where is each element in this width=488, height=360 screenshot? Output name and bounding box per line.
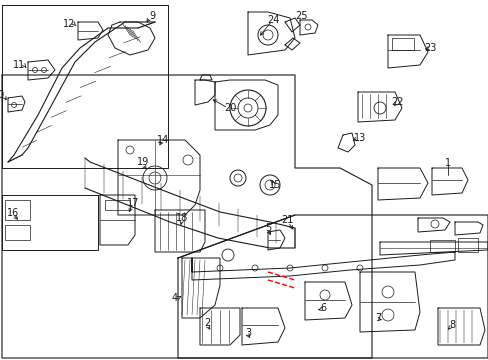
Text: 21: 21 — [280, 215, 293, 225]
Text: 20: 20 — [224, 103, 236, 113]
Text: 16: 16 — [7, 208, 19, 218]
Text: 3: 3 — [244, 328, 250, 338]
Text: 24: 24 — [266, 15, 279, 25]
Text: 1: 1 — [444, 158, 450, 168]
Text: 25: 25 — [295, 11, 307, 21]
Text: 14: 14 — [157, 135, 169, 145]
Text: 8: 8 — [448, 320, 454, 330]
Text: 19: 19 — [137, 157, 149, 167]
Text: 12: 12 — [62, 19, 75, 29]
Bar — [5, 200, 30, 220]
Bar — [391, 38, 413, 50]
Bar — [429, 240, 454, 252]
Bar — [105, 200, 130, 210]
Text: 9: 9 — [149, 11, 155, 21]
Text: 7: 7 — [374, 313, 380, 323]
Text: 17: 17 — [126, 198, 139, 208]
Text: 5: 5 — [264, 223, 270, 233]
Text: 22: 22 — [391, 97, 404, 107]
Bar — [5, 225, 30, 240]
Text: 4: 4 — [171, 293, 178, 303]
Text: 18: 18 — [176, 213, 188, 223]
Text: 15: 15 — [268, 180, 281, 190]
Text: 13: 13 — [353, 133, 366, 143]
Text: 6: 6 — [319, 303, 325, 313]
Bar — [457, 238, 477, 252]
Text: 10: 10 — [0, 90, 5, 100]
Text: 2: 2 — [203, 318, 210, 328]
Text: 23: 23 — [423, 43, 435, 53]
Text: 11: 11 — [13, 60, 25, 70]
